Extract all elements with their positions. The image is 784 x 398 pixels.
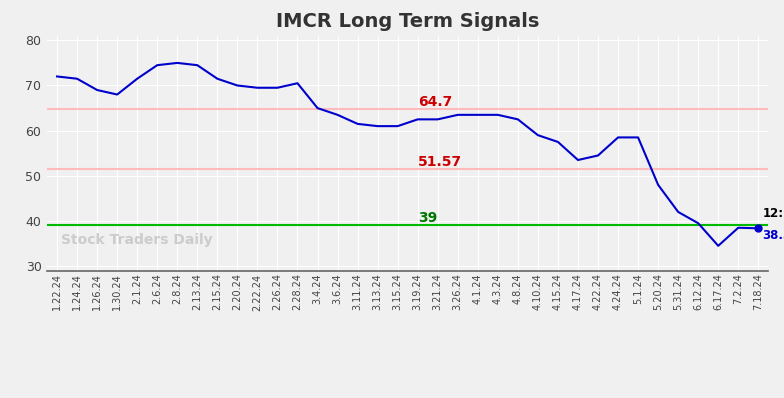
Text: 64.7: 64.7 (418, 95, 452, 109)
Text: 12:20: 12:20 (762, 207, 784, 220)
Title: IMCR Long Term Signals: IMCR Long Term Signals (276, 12, 539, 31)
Text: 39: 39 (418, 211, 437, 225)
Text: Stock Traders Daily: Stock Traders Daily (61, 233, 213, 247)
Text: 51.57: 51.57 (418, 154, 462, 169)
Text: 38.375: 38.375 (762, 229, 784, 242)
